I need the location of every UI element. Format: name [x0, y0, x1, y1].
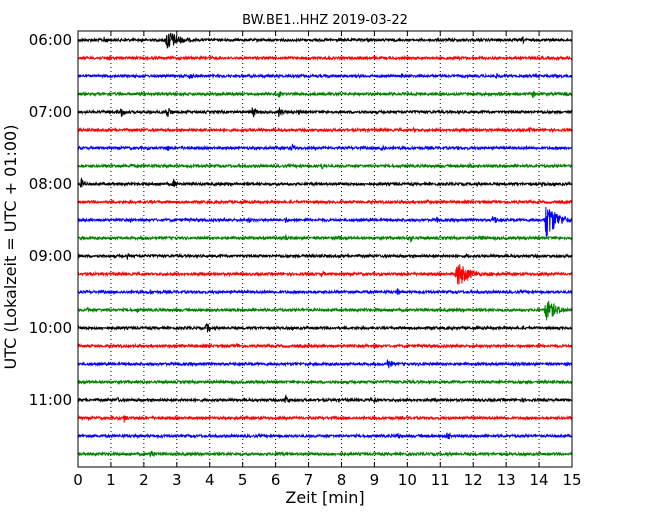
- trace-0845: [77, 233, 573, 244]
- trace-0800: [77, 176, 573, 188]
- trace-1015: [77, 342, 573, 350]
- trace-1045: [77, 378, 573, 386]
- x-tick-label-14: 14: [530, 471, 549, 489]
- trace-0730: [77, 143, 573, 152]
- x-tick-label-2: 2: [139, 471, 149, 489]
- trace-1130: [77, 432, 573, 440]
- x-axis: 0 1 2 3 4 5 6 7 8 9 10 11 12 13 14 15: [73, 31, 582, 489]
- trace-0600: [77, 32, 573, 49]
- trace-0745: [77, 161, 573, 170]
- y-axis: 06:00 07:00 08:00 09:00 10:00 11:00: [29, 31, 572, 409]
- trace-0830: [77, 207, 573, 237]
- x-tick-label-4: 4: [205, 471, 215, 489]
- x-tick-label-0: 0: [73, 471, 83, 489]
- x-tick-label-7: 7: [304, 471, 314, 489]
- x-tick-label-8: 8: [337, 471, 347, 489]
- x-tick-label-10: 10: [398, 471, 417, 489]
- y-tick-label-08:00: 08:00: [29, 175, 72, 193]
- y-axis-label: UTC (Lokalzeit = UTC + 01:00): [1, 125, 20, 370]
- trace-0700: [77, 107, 573, 118]
- y-tick-label-10:00: 10:00: [29, 319, 72, 337]
- trace-0930: [77, 288, 573, 296]
- y-tick-label-11:00: 11:00: [29, 391, 72, 409]
- trace-0615: [77, 54, 573, 62]
- y-tick-label-06:00: 06:00: [29, 31, 72, 49]
- trace-1100: [77, 393, 573, 404]
- x-tick-label-5: 5: [238, 471, 248, 489]
- y-tick-label-09:00: 09:00: [29, 247, 72, 265]
- x-tick-label-15: 15: [562, 471, 581, 489]
- trace-1000: [77, 323, 573, 333]
- trace-0900: [77, 252, 573, 261]
- x-tick-label-11: 11: [431, 471, 450, 489]
- trace-0645: [77, 90, 573, 99]
- trace-0945: [77, 300, 573, 321]
- x-tick-label-13: 13: [497, 471, 516, 489]
- trace-1030: [77, 359, 573, 369]
- x-tick-label-12: 12: [464, 471, 483, 489]
- x-tick-label-1: 1: [106, 471, 116, 489]
- trace-1145: [77, 450, 573, 459]
- grid-lines: [78, 31, 572, 467]
- x-tick-label-3: 3: [172, 471, 182, 489]
- trace-0715: [77, 126, 573, 134]
- plot-frame: [77, 30, 573, 468]
- x-tick-label-9: 9: [370, 471, 380, 489]
- chart-title: BW.BE1..HHZ 2019-03-22: [242, 13, 408, 28]
- trace-group: [77, 32, 573, 459]
- trace-0815: [77, 198, 573, 206]
- x-axis-label: Zeit [min]: [285, 488, 364, 507]
- trace-0630: [77, 72, 573, 80]
- y-tick-label-07:00: 07:00: [29, 103, 72, 121]
- trace-1115: [77, 414, 573, 423]
- x-tick-label-6: 6: [271, 471, 281, 489]
- trace-0915: [77, 264, 573, 285]
